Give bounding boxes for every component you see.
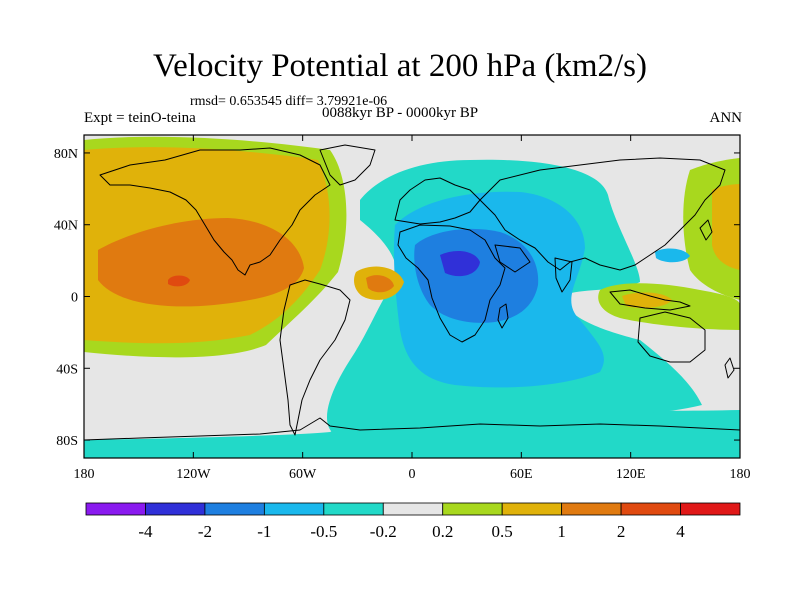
colorbar-swatch	[620, 502, 681, 516]
contour-field	[84, 135, 740, 458]
contour-tropical-blob	[270, 239, 294, 255]
contour-neg-2	[440, 250, 480, 277]
lon-tick-label: 120W	[176, 467, 211, 482]
colorbar-label: -0.5	[310, 522, 337, 541]
colorbar-swatch	[145, 502, 206, 516]
coastline-africa	[397, 224, 506, 343]
colorbar-label: 1	[557, 522, 566, 541]
contour-pos-1	[98, 218, 304, 307]
experiment-label: Expt = teinO-teina	[84, 110, 196, 126]
coastline-europe	[394, 177, 481, 225]
lat-tick-label: 80S	[56, 434, 78, 449]
lon-tick-label: 120E	[616, 467, 646, 482]
contour-wpac-0.5	[712, 184, 740, 270]
stats-text: rmsd= 0.653545 diff= 3.79921e-06	[190, 94, 388, 109]
coastline-madagascar	[497, 303, 509, 329]
lat-tick-label: 40S	[56, 362, 78, 377]
colorbar-swatch	[501, 502, 563, 516]
colorbar-label: 4	[676, 522, 685, 541]
contour-maritime-core	[622, 292, 672, 308]
coastline-india	[554, 257, 573, 293]
colorbar-swatch	[204, 502, 265, 516]
coastline-new-zealand	[724, 357, 735, 379]
colorbar-label: 0.5	[492, 522, 513, 541]
contour-pos-2	[168, 275, 190, 287]
period-label: 0088kyr BP - 0000kyr BP	[322, 105, 479, 121]
contour-atlantic-pos-core	[366, 275, 394, 293]
colorbar-label: 0.2	[432, 522, 453, 541]
coastline-north-america	[99, 147, 331, 276]
axis-ticks: 80N 40N 0 40S 80S 180 120W 60W 0 60E 120E 180	[54, 135, 751, 482]
colorbar-swatch	[263, 502, 325, 516]
coastline-greenland	[319, 144, 376, 186]
colorbar: -4 -2 -1 -0.5 -0.2 0.2 0.5 1 2 4	[85, 502, 741, 541]
lat-tick-label: 80N	[54, 147, 78, 162]
coastline-antarctica	[84, 417, 740, 441]
plot-title: Velocity Potential at 200 hPa (km2/s)	[152, 48, 648, 84]
coastlines	[84, 144, 740, 441]
lon-tick-label: 60W	[289, 467, 317, 482]
coastline-south-america	[279, 279, 351, 436]
coastline-arabia	[494, 244, 531, 273]
lon-tick-label: 180	[730, 467, 751, 482]
colorbar-label: 2	[617, 522, 626, 541]
lon-tick-label: 180	[74, 467, 95, 482]
colorbar-label: -1	[257, 522, 271, 541]
colorbar-label: -2	[198, 522, 212, 541]
contour-south-band	[84, 404, 740, 458]
coastline-indonesia	[609, 289, 691, 311]
colorbar-swatch	[382, 502, 444, 516]
lon-tick-label: 60E	[510, 467, 533, 482]
colorbar-swatch	[561, 502, 622, 516]
coastline-australia	[637, 311, 706, 363]
colorbar-swatch	[323, 502, 384, 516]
contour-neg-1	[414, 228, 539, 323]
lat-tick-label: 40N	[54, 219, 78, 234]
coastline-japan	[699, 219, 713, 241]
colorbar-label: -0.2	[370, 522, 397, 541]
lon-tick-label: 0	[409, 467, 416, 482]
colorbar-swatch	[442, 502, 503, 516]
coastline-asia	[479, 157, 726, 271]
colorbar-swatch	[85, 502, 146, 516]
colorbar-label: -4	[138, 522, 153, 541]
season-label: ANN	[709, 110, 743, 126]
colorbar-swatch	[680, 502, 741, 516]
lat-tick-label: 0	[71, 291, 78, 306]
contour-nw-pacific-blob	[655, 248, 690, 263]
